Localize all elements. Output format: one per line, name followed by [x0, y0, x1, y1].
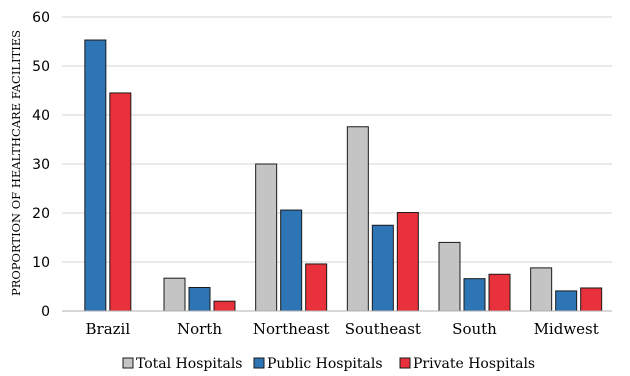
y-tick-label: 20	[32, 206, 50, 222]
x-tick-label: Southeast	[345, 320, 421, 338]
legend-swatch	[399, 357, 411, 369]
x-tick-label: North	[177, 320, 222, 338]
bar-public-hospitals-brazil	[84, 39, 107, 312]
bar-public-hospitals-northeast	[280, 209, 303, 312]
bar-private-hospitals-midwest	[580, 287, 603, 312]
x-tick-label: Brazil	[86, 320, 131, 338]
x-axis: Brazil North Northeast Southeast South Midwes…	[86, 320, 599, 338]
grid-lines	[62, 16, 612, 263]
x-tick-label: Midwest	[534, 320, 599, 338]
bar-private-hospitals-north	[213, 300, 236, 312]
bar-total-hospitals-north	[163, 277, 186, 312]
bar-total-hospitals-midwest	[530, 267, 553, 312]
legend-label: Public Hospitals	[267, 356, 383, 372]
y-axis-title: PROPORTION OF HEALTHCARE FACILITIES	[9, 30, 23, 296]
x-tick-label: Northeast	[253, 320, 330, 338]
bar-public-hospitals-southeast	[371, 224, 394, 312]
bar-private-hospitals-brazil	[109, 92, 132, 312]
y-tick-label: 10	[32, 255, 50, 271]
y-tick-label: 50	[32, 59, 50, 75]
bar-public-hospitals-south	[463, 278, 486, 312]
bar-total-hospitals-south	[438, 241, 461, 312]
bar-total-hospitals-southeast	[346, 126, 369, 312]
y-axis: 0 10 20 30 40 50 60	[32, 10, 50, 320]
legend-label: Total Hospitals	[136, 356, 242, 372]
y-tick-label: 30	[32, 157, 50, 173]
bar-public-hospitals-north	[188, 286, 211, 312]
x-tick-label: South	[452, 320, 497, 338]
legend-swatch	[122, 357, 134, 369]
y-tick-label: 0	[41, 304, 50, 320]
bar-private-hospitals-northeast	[305, 263, 328, 312]
y-tick-label: 40	[32, 108, 50, 124]
bar-public-hospitals-midwest	[555, 290, 578, 312]
legend-label: Private Hospitals	[413, 356, 535, 372]
y-tick-label: 60	[32, 10, 50, 26]
legend-swatch	[253, 357, 265, 369]
bars	[84, 39, 603, 312]
bar-private-hospitals-southeast	[396, 212, 419, 312]
legend: Total Hospitals Public Hospitals Private H…	[122, 356, 535, 372]
bar-private-hospitals-south	[488, 273, 511, 312]
bar-total-hospitals-northeast	[255, 163, 278, 312]
